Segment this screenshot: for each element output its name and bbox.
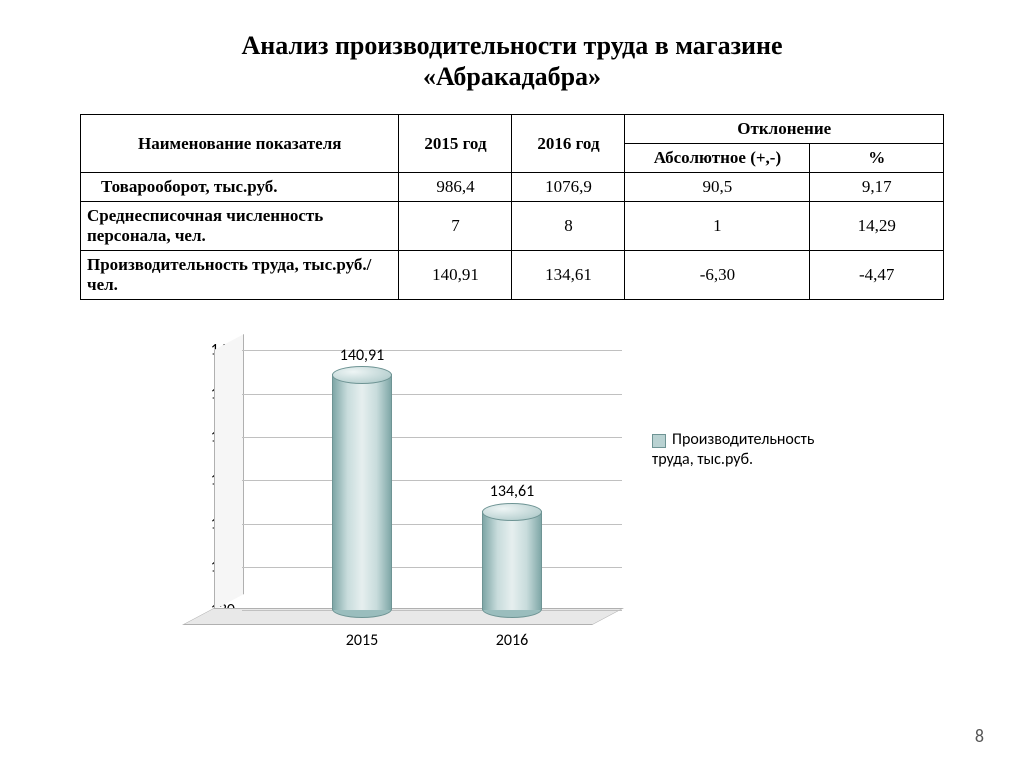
legend-swatch	[652, 434, 666, 448]
chart-value-label: 134,61	[472, 482, 552, 501]
cell-pct: 14,29	[810, 202, 944, 251]
cell-2016: 1076,9	[512, 173, 625, 202]
chart-bar-2015	[332, 374, 392, 610]
cell-label: Среднесписочная численность персонала, ч…	[81, 202, 399, 251]
bar-cap-top	[332, 366, 392, 384]
page-number: 8	[975, 725, 984, 747]
cell-2016: 134,61	[512, 251, 625, 300]
table-header-row-1: Наименование показателя 2015 год 2016 го…	[81, 115, 944, 144]
cell-2016: 8	[512, 202, 625, 251]
title-line-2: «Абракадабра»	[423, 62, 601, 91]
cell-label: Товарооборот, тыс.руб.	[81, 173, 399, 202]
cell-pct: -4,47	[810, 251, 944, 300]
th-deviation-abs: Абсолютное (+,-)	[625, 144, 810, 173]
chart-bar-2016	[482, 511, 542, 611]
title-line-1: Анализ производительности труда в магази…	[241, 31, 782, 60]
cell-abs: -6,30	[625, 251, 810, 300]
th-2015: 2015 год	[399, 115, 512, 173]
chart-value-label: 140,91	[322, 346, 402, 365]
chart-plot-area: 140,91 134,61	[242, 350, 622, 610]
chart-gridline	[242, 480, 622, 481]
cell-label: Производительность труда, тыс.руб./чел.	[81, 251, 399, 300]
th-deviation-pct: %	[810, 144, 944, 173]
chart-side-wall	[214, 334, 244, 610]
bar-body	[482, 511, 542, 611]
cell-2015: 7	[399, 202, 512, 251]
bar-body	[332, 374, 392, 610]
cell-abs: 1	[625, 202, 810, 251]
cell-2015: 140,91	[399, 251, 512, 300]
th-name: Наименование показателя	[81, 115, 399, 173]
chart-gridline	[242, 437, 622, 438]
cell-pct: 9,17	[810, 173, 944, 202]
table-row: Среднесписочная численность персонала, ч…	[81, 202, 944, 251]
legend-label: Производительность труда, тыс.руб.	[652, 430, 814, 469]
chart-xtick: 2015	[322, 631, 402, 650]
bar-cap-top	[482, 503, 542, 521]
cell-2015: 986,4	[399, 173, 512, 202]
chart-gridline	[242, 567, 622, 568]
chart-gridline	[242, 394, 622, 395]
chart-legend: Производительность труда, тыс.руб.	[652, 430, 832, 470]
table-row: Товарооборот, тыс.руб. 986,4 1076,9 90,5…	[81, 173, 944, 202]
chart-xtick: 2016	[472, 631, 552, 650]
page-title: Анализ производительности труда в магази…	[80, 30, 944, 92]
cell-abs: 90,5	[625, 173, 810, 202]
page-root: Анализ производительности труда в магази…	[0, 0, 1024, 767]
th-deviation-group: Отклонение	[625, 115, 944, 144]
productivity-chart: 130132134136138140142 140,91 134,61 2015…	[162, 340, 862, 680]
data-table: Наименование показателя 2015 год 2016 го…	[80, 114, 944, 300]
th-2016: 2016 год	[512, 115, 625, 173]
chart-gridline	[242, 610, 622, 611]
table-row: Производительность труда, тыс.руб./чел. …	[81, 251, 944, 300]
chart-gridline	[242, 524, 622, 525]
chart-gridline	[242, 350, 622, 351]
